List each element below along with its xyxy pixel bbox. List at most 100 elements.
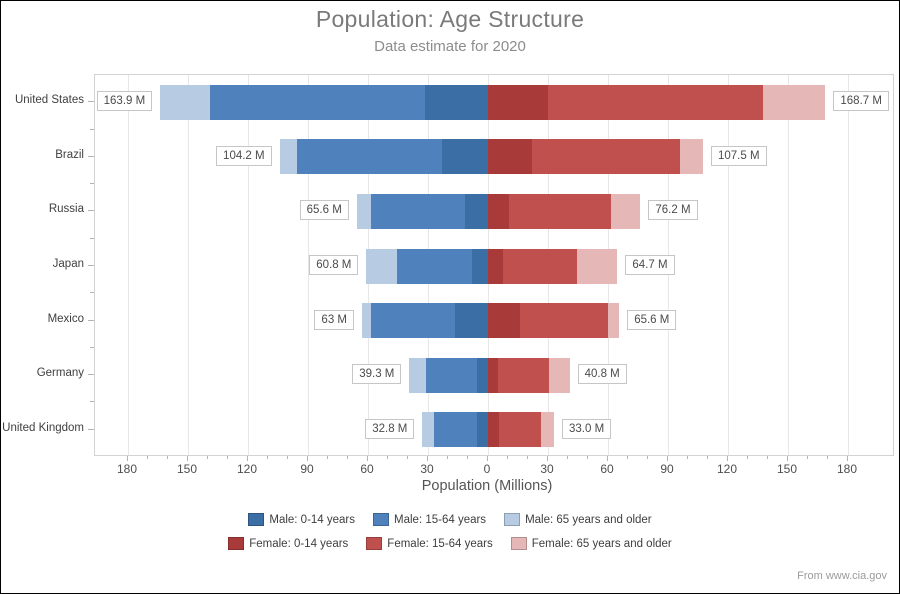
legend-label: Male: 15-64 years <box>394 513 487 526</box>
x-axis-tick-label: 90 <box>660 462 674 476</box>
legend-item: Male: 0-14 years <box>248 513 355 526</box>
bar-segment-female-0-14 <box>488 193 510 229</box>
gridline <box>308 75 309 455</box>
x-axis-tick-label: 30 <box>420 462 434 476</box>
x-axis-minor-tick <box>327 456 328 459</box>
bar-male <box>366 248 488 284</box>
x-axis-major-tick <box>187 456 188 461</box>
bar-segment-male-65-and-older <box>279 139 297 175</box>
x-axis-tick-label: 180 <box>836 462 858 476</box>
bar-segment-male-0-14 <box>425 84 488 120</box>
bar-segment-female-0-14 <box>488 357 498 393</box>
bar-male <box>356 193 488 229</box>
y-axis-category-label: United States <box>14 94 84 107</box>
x-axis-tick-label: 60 <box>600 462 614 476</box>
bar-male <box>422 412 488 448</box>
x-axis-minor-tick <box>567 456 568 459</box>
x-axis-minor-tick <box>507 456 508 459</box>
y-axis-category-label: Mexico <box>47 312 84 325</box>
legend-item: Male: 65 years and older <box>504 513 652 526</box>
bar-segment-male-15-64 <box>370 193 466 229</box>
x-axis-major-tick <box>307 456 308 461</box>
x-axis-major-tick <box>487 456 488 461</box>
x-axis-minor-tick <box>147 456 148 459</box>
y-axis-minor-tick <box>90 346 94 348</box>
bar-male <box>160 84 488 120</box>
x-axis-minor-tick <box>587 456 588 459</box>
legend-item: Female: 15-64 years <box>366 537 493 550</box>
bar-segment-female-65-and-older <box>680 139 703 175</box>
bar-female <box>488 193 641 229</box>
gridline <box>128 75 129 455</box>
bar-segment-male-15-64 <box>210 84 426 120</box>
plot-area <box>94 74 894 456</box>
y-axis-category-label: Russia <box>48 203 84 216</box>
value-label-female-total: 107.5 M <box>711 145 767 166</box>
legend-row-female: Female: 0-14 years Female: 15-64 years Fem… <box>1 537 899 550</box>
bar-segment-male-0-14 <box>465 193 488 229</box>
x-axis-tick-label: 60 <box>360 462 374 476</box>
bar-segment-female-0-14 <box>488 84 548 120</box>
legend-swatch-icon <box>366 537 383 550</box>
legend-item: Female: 0-14 years <box>228 537 348 550</box>
x-axis-major-tick <box>427 456 428 461</box>
legend-swatch-icon <box>248 513 265 526</box>
x-axis-minor-tick <box>807 456 808 459</box>
value-label-male-total: 39.3 M <box>352 364 402 385</box>
bar-segment-male-0-14 <box>442 139 488 175</box>
bar-segment-female-15-64 <box>503 248 577 284</box>
axis-strip <box>128 75 849 455</box>
gridline <box>788 75 789 455</box>
bar-segment-male-15-64 <box>296 139 443 175</box>
gridline <box>848 75 849 455</box>
x-axis-major-tick <box>367 456 368 461</box>
value-label-female-total: 33.0 M <box>562 418 612 439</box>
bar-segment-male-15-64 <box>396 248 473 284</box>
x-axis-tick-label: 90 <box>300 462 314 476</box>
bar-segment-female-65-and-older <box>548 357 570 393</box>
y-axis-major-tick <box>88 210 94 212</box>
x-axis-minor-tick <box>407 456 408 459</box>
bar-segment-female-0-14 <box>488 303 520 339</box>
x-axis-minor-tick <box>827 456 828 459</box>
x-axis-minor-tick <box>647 456 648 459</box>
x-axis-title: Population (Millions) <box>421 478 553 494</box>
x-axis-major-tick <box>727 456 728 461</box>
y-axis-minor-tick <box>90 128 94 130</box>
bar-female <box>488 139 703 175</box>
legend-label: Female: 65 years and older <box>531 537 672 550</box>
x-axis-minor-tick <box>747 456 748 459</box>
y-axis-major-tick <box>88 428 94 430</box>
legend-item: Female: 65 years and older <box>510 537 672 550</box>
bar-segment-male-0-14 <box>477 357 488 393</box>
value-label-female-total: 65.6 M <box>627 309 677 330</box>
bar-segment-female-0-14 <box>488 248 503 284</box>
value-label-male-total: 63 M <box>314 309 354 330</box>
x-axis-minor-tick <box>287 456 288 459</box>
y-axis-major-tick <box>88 374 94 376</box>
x-axis-minor-tick <box>347 456 348 459</box>
bar-segment-male-15-64 <box>433 412 477 448</box>
bar-segment-female-65-and-older <box>611 193 641 229</box>
bar-segment-female-65-and-older <box>540 412 554 448</box>
y-axis-minor-tick <box>90 183 94 185</box>
value-label-male-total: 60.8 M <box>309 255 359 275</box>
attribution-text: From www.cia.gov <box>797 570 887 582</box>
value-label-female-total: 168.7 M <box>833 91 889 112</box>
x-axis-tick-label: 0 <box>483 462 491 476</box>
legend-swatch-icon <box>504 513 521 526</box>
x-axis-major-tick <box>607 456 608 461</box>
x-axis-major-tick <box>847 456 848 461</box>
x-axis-minor-tick <box>767 456 768 459</box>
bar-segment-female-15-64 <box>548 84 764 120</box>
y-axis-category-label: Brazil <box>55 148 84 161</box>
bar-segment-female-65-and-older <box>576 248 618 284</box>
value-label-female-total: 64.7 M <box>625 255 675 275</box>
bar-segment-female-0-14 <box>488 139 532 175</box>
legend-label: Male: 65 years and older <box>525 513 652 526</box>
chart-title: Population: Age Structure <box>315 6 585 32</box>
bar-male <box>409 357 488 393</box>
legend-swatch-icon <box>228 537 245 550</box>
value-label-male-total: 32.8 M <box>365 418 415 439</box>
